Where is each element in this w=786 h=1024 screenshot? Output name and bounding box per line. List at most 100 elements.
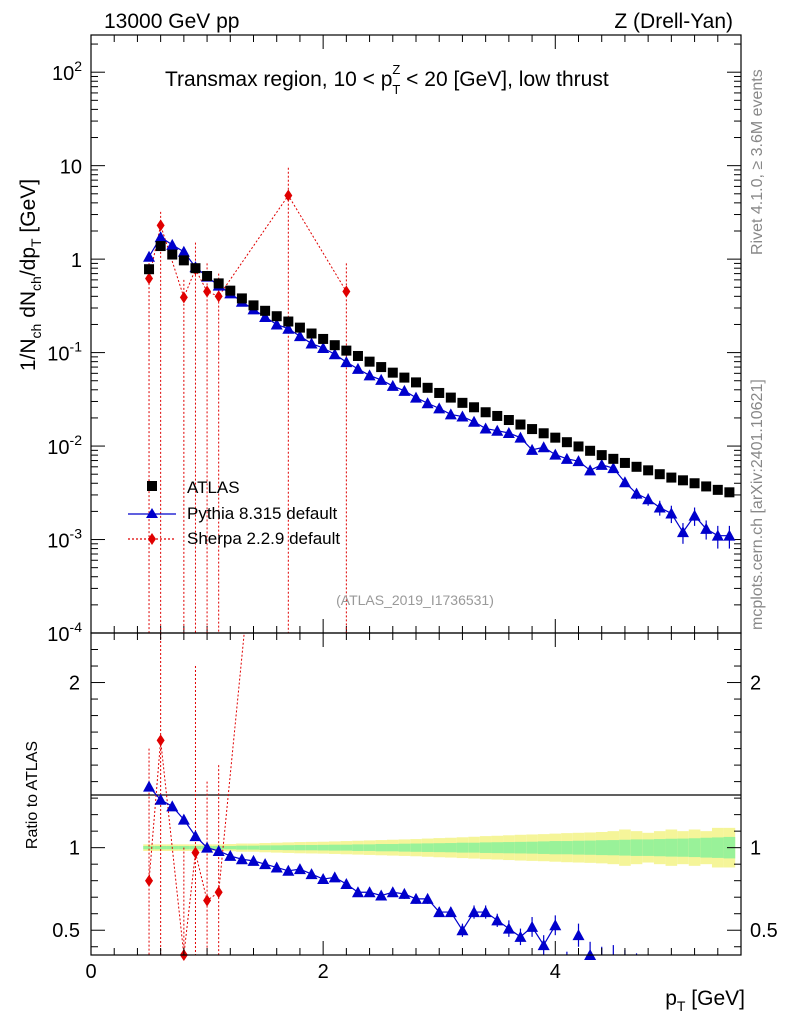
atlas-point	[631, 461, 642, 472]
ratio-pythia-point	[259, 858, 272, 870]
pythia-point	[572, 455, 585, 467]
ratio-pythia-point	[224, 849, 237, 861]
atlas-point	[515, 419, 526, 430]
ratio-pythia-point	[282, 864, 295, 876]
band-inner	[630, 839, 643, 856]
ratio-y-ticks: 0.5 0.5 1 1 2 2	[52, 649, 778, 948]
atlas-point	[480, 407, 491, 418]
atlas-point	[213, 278, 224, 289]
atlas-point	[236, 293, 247, 304]
atlas-point	[399, 372, 410, 383]
main-y-tick-label: 10-3	[47, 526, 82, 553]
band-inner	[595, 840, 608, 856]
ratio-pythia-point	[433, 906, 446, 918]
atlas-point	[376, 362, 387, 373]
band-inner	[526, 841, 538, 854]
ratio-pythia-point	[154, 793, 167, 805]
sherpa-point	[342, 285, 351, 298]
atlas-point	[341, 345, 352, 356]
band-inner	[398, 843, 411, 852]
atlas-point	[260, 305, 271, 316]
ratio-pythia-point	[201, 841, 214, 853]
pythia-point	[653, 501, 666, 513]
atlas-point	[155, 241, 166, 252]
sherpa-line	[148, 194, 347, 299]
band-inner	[224, 846, 237, 850]
pythia-point	[502, 426, 515, 438]
atlas-point	[712, 484, 723, 495]
pythia-point	[456, 410, 469, 422]
atlas-point	[364, 356, 375, 367]
ratio-pythia-point	[537, 939, 550, 951]
pythia-point	[537, 441, 550, 453]
pythia-point	[479, 422, 492, 434]
ratio-sherpa-point	[203, 894, 212, 907]
ratio-sherpa-line	[148, 632, 245, 956]
x-axis-label: pT [GeV]	[665, 987, 745, 1014]
pythia-point	[410, 391, 422, 403]
ratio-pythia-point	[235, 853, 248, 865]
mcplots-label: mcplots.cern.ch [arXiv:2401.10621]	[749, 379, 766, 630]
pythia-point	[375, 373, 388, 385]
pythia-point	[351, 362, 364, 374]
band-inner	[479, 842, 492, 853]
pythia-point	[166, 238, 179, 250]
band-inner	[433, 843, 446, 853]
band-inner	[294, 845, 306, 851]
ratio-y-tick-label-right: 0.5	[750, 920, 778, 942]
ratio-x-tick-label: 2	[318, 961, 329, 983]
sherpa-point	[284, 189, 293, 202]
pythia-point	[328, 348, 341, 360]
pythia-point	[305, 337, 318, 349]
atlas-point	[202, 270, 213, 281]
ratio-y-tick-label: 0.5	[52, 920, 80, 942]
band-inner	[688, 838, 701, 858]
ratio-pythia-point	[421, 892, 434, 904]
legend-marker-atlas	[147, 481, 157, 491]
band-inner	[653, 839, 666, 857]
main-title: Transmax region, 10 < pZ T < 20 [GeV], lo…	[165, 62, 609, 97]
sherpa-point	[214, 290, 223, 303]
pythia-point	[676, 526, 689, 538]
ratio-pythia-point	[502, 922, 515, 934]
atlas-point	[538, 428, 549, 439]
ratio-pythia-point	[177, 813, 190, 825]
ratio-pythia-point	[212, 844, 225, 856]
atlas-point	[411, 377, 421, 388]
band-inner	[572, 840, 585, 855]
atlas-point	[550, 432, 561, 443]
atlas-point	[352, 350, 363, 361]
band-inner	[282, 845, 295, 851]
pythia-point	[363, 369, 376, 381]
ratio-pythia-series	[143, 780, 638, 960]
sherpa-point	[145, 272, 154, 285]
pythia-point	[154, 231, 167, 243]
pythia-point	[514, 431, 527, 443]
band-inner	[236, 845, 248, 850]
band-inner	[711, 837, 724, 858]
atlas-point	[190, 263, 201, 274]
pythia-point	[177, 245, 190, 257]
atlas-point	[724, 487, 735, 498]
band-inner	[619, 839, 631, 856]
ratio-pythia-point	[317, 873, 330, 885]
atlas-point	[283, 316, 294, 327]
ratio-pythia-point	[328, 871, 341, 883]
pythia-point	[665, 507, 678, 519]
band-inner	[665, 838, 678, 857]
main-y-tick-label: 102	[52, 58, 82, 85]
pythia-point	[584, 464, 597, 476]
sherpa-series	[145, 167, 351, 633]
band-inner	[317, 844, 329, 851]
atlas-point	[422, 382, 433, 393]
ratio-pythia-point	[526, 920, 539, 932]
atlas-point	[248, 300, 259, 311]
pythia-point	[398, 384, 411, 396]
pythia-point	[630, 487, 643, 499]
pythia-point	[618, 476, 631, 488]
atlas-point	[318, 333, 329, 344]
pythia-point	[421, 397, 434, 409]
ratio-uncertainty-band	[143, 827, 736, 868]
ratio-frame	[90, 632, 742, 956]
ratio-y-tick-label: 1	[69, 838, 80, 860]
